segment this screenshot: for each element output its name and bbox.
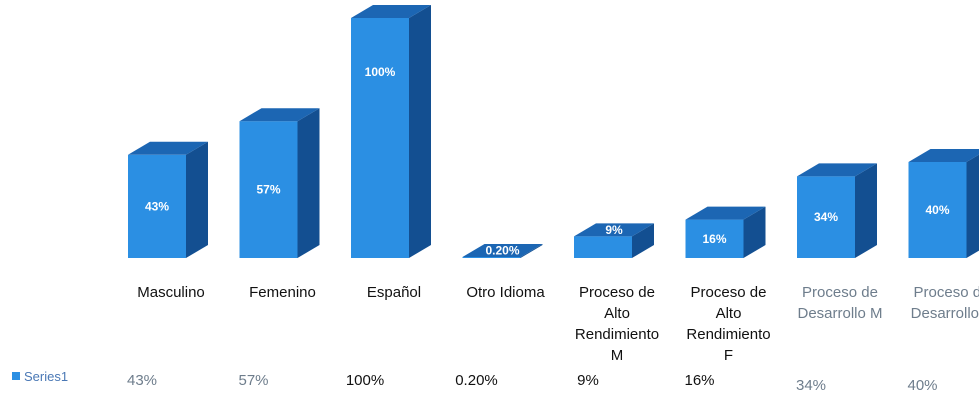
table-value-femenino: 57% (238, 372, 268, 389)
bar-top-proceso-de-alto-rendimiento-m (574, 223, 654, 237)
data-label-masculino: 43% (145, 199, 169, 213)
data-label-proceso-de-alto-rendimiento-m: 9% (605, 223, 623, 237)
bar-front-proceso-de-desarrollo-f (908, 162, 967, 258)
bar-side-espanol (409, 5, 431, 258)
data-label-proceso-de-desarrollo-m: 34% (814, 210, 838, 224)
table-value-proceso-de-desarrollo-f: 40% (907, 377, 937, 394)
bar-front-proceso-de-desarrollo-m (797, 176, 855, 258)
category-label-otro-idioma: Otro Idioma (466, 284, 545, 301)
data-label-proceso-de-alto-rendimiento-f: 16% (702, 232, 726, 246)
bar-femenino: 57% (239, 108, 320, 258)
bar-proceso-de-alto-rendimiento-m: 9% (574, 223, 654, 258)
legend-entry-series1: Series1 (24, 369, 68, 384)
category-label-masculino: Masculino (137, 284, 205, 301)
table-value-proceso-de-desarrollo-m: 34% (796, 377, 826, 394)
bar-top-femenino (239, 108, 320, 122)
data-label-proceso-de-desarrollo-f: 40% (925, 203, 949, 217)
table-value-otro-idioma: 0.20% (455, 372, 498, 389)
table-value-proceso-de-alto-rendimiento-m: 9% (577, 372, 599, 389)
bar-front-espanol (351, 18, 409, 258)
bar-top-proceso-de-desarrollo-m (797, 163, 877, 177)
bar-proceso-de-desarrollo-f: 40% (908, 149, 979, 258)
category-label-femenino: Femenino (249, 284, 316, 301)
bar-proceso-de-alto-rendimiento-f: 16% (685, 206, 766, 258)
bar-proceso-de-desarrollo-m: 34% (797, 163, 877, 258)
bar-espanol: 100% (351, 5, 431, 258)
bar-top-proceso-de-alto-rendimiento-f (685, 206, 766, 220)
bar-top-proceso-de-desarrollo-f (908, 149, 979, 162)
data-label-otro-idioma: 0.20% (485, 244, 519, 258)
category-labels: Masculino Femenino Español Otro Idioma Proce… (137, 284, 979, 364)
bar-top-masculino (128, 141, 208, 155)
bar-front-otro-idioma (462, 257, 521, 258)
bar-side-proceso-de-desarrollo-m (855, 163, 877, 258)
table-value-espanol: 100% (346, 372, 384, 389)
bar-side-proceso-de-alto-rendimiento-f (743, 206, 766, 258)
bar-front-proceso-de-alto-rendimiento-m (574, 236, 632, 258)
category-label-proceso-de-alto-rendimiento-f: Proceso de Alto Rendimiento F (686, 284, 770, 364)
legend-swatch (12, 372, 20, 380)
bar-top-otro-idioma (462, 244, 543, 257)
bar-side-proceso-de-alto-rendimiento-m (632, 223, 654, 258)
category-label-proceso-de-alto-rendimiento-m: Proceso de Alto Rendimiento M (575, 284, 659, 364)
bar-series: 43% 57% 100% 0.20% 9% 16% 34% 40% (128, 5, 979, 258)
bar-side-masculino (186, 141, 208, 258)
bar-side-otro-idioma (520, 244, 543, 258)
bar-otro-idioma: 0.20% (462, 244, 543, 258)
bar-side-proceso-de-desarrollo-f (966, 154, 979, 258)
bar-front-masculino (128, 154, 186, 258)
data-label-femenino: 57% (256, 183, 280, 197)
bar-front-femenino (239, 121, 298, 258)
table-value-proceso-de-alto-rendimiento-f: 16% (684, 372, 714, 389)
category-label-espanol: Español (367, 284, 421, 301)
data-label-espanol: 100% (365, 65, 396, 79)
table-value-masculino: 43% (127, 372, 157, 389)
bar-masculino: 43% (128, 141, 208, 258)
category-label-proceso-de-desarrollo-m: Proceso de Desarrollo M (797, 284, 882, 322)
data-table-row: Series1 43% 57% 100% 0.20% 9% 16% 34% 40% (12, 369, 938, 394)
bar-front-proceso-de-alto-rendimiento-f (685, 219, 744, 258)
bar-top-espanol (351, 5, 431, 18)
bar-side-femenino (297, 108, 320, 258)
